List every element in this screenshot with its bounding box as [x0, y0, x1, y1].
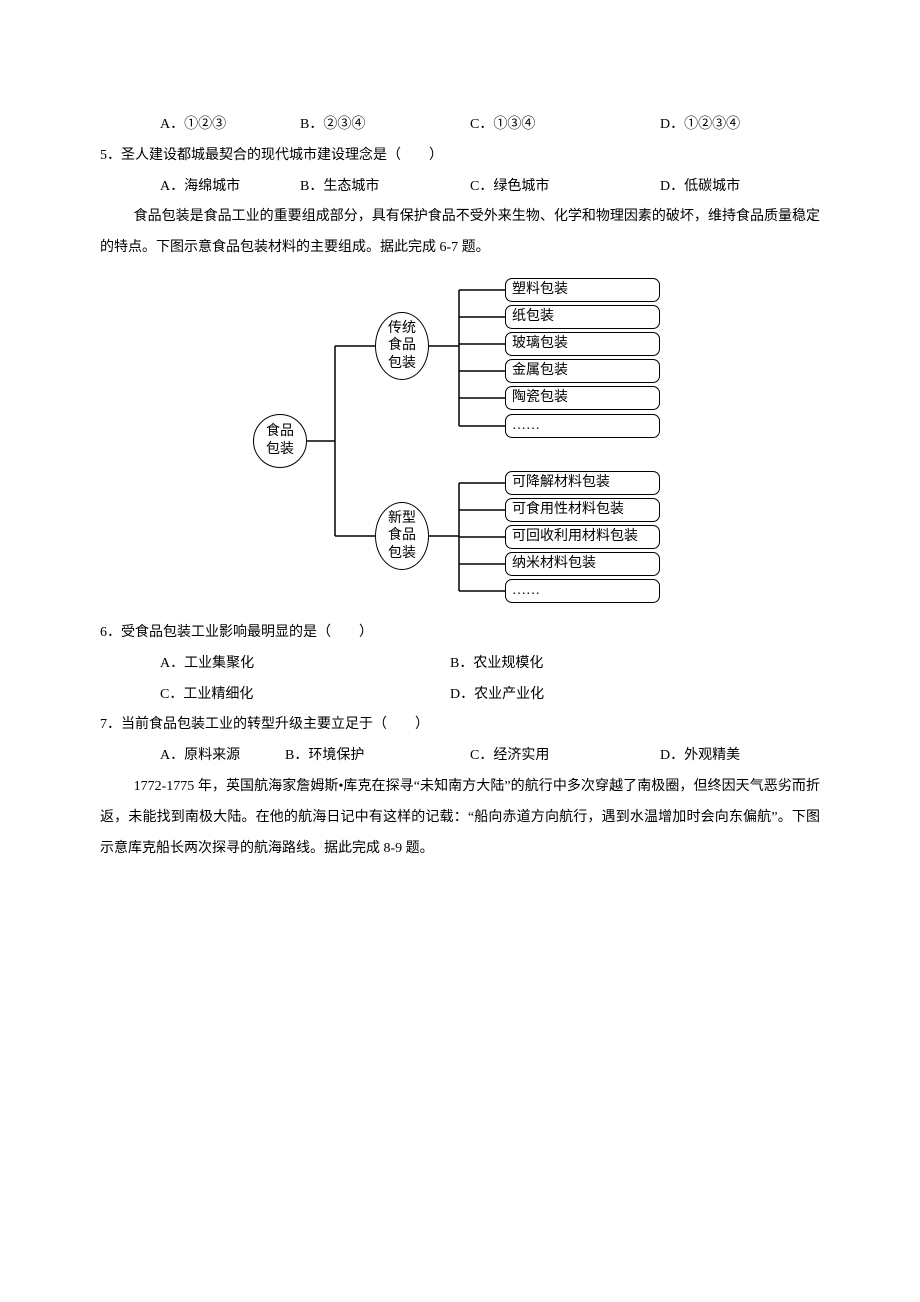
q4-options: A．①②③ B．②③④ C．①③④ D．①②③④	[100, 110, 820, 141]
diagram-leaf: 金属包装	[505, 359, 660, 383]
diagram-leaf: 塑料包装	[505, 278, 660, 302]
q5-option-a: A．海绵城市	[160, 172, 300, 203]
diagram-branch-1: 新型食品包装	[375, 502, 429, 570]
diagram-leaf: 玻璃包装	[505, 332, 660, 356]
q4-option-c: C．①③④	[470, 110, 660, 141]
q5-option-d: D．低碳城市	[660, 172, 740, 203]
q4-option-b: B．②③④	[300, 110, 470, 141]
q6-options-row2: C．工业精细化 D．农业产业化	[100, 680, 820, 711]
diagram-leaf: 陶瓷包装	[505, 386, 660, 410]
diagram-leaf: ……	[505, 414, 660, 438]
q7-option-c: C．经济实用	[470, 741, 660, 772]
q7-stem: 7．当前食品包装工业的转型升级主要立足于（ ）	[100, 710, 820, 741]
q7-option-d: D．外观精美	[660, 741, 740, 772]
q6-stem: 6．受食品包装工业影响最明显的是（ ）	[100, 618, 820, 649]
diagram-leaf: 可回收利用材料包装	[505, 525, 660, 549]
passage-8-9: 1772-1775 年，英国航海家詹姆斯•库克在探寻“未知南方大陆”的航行中多次…	[100, 772, 820, 864]
diagram-branch-0: 传统食品包装	[375, 312, 429, 380]
q5-stem: 5．圣人建设都城最契合的现代城市建设理念是（ ）	[100, 141, 820, 172]
diagram-leaf: ……	[505, 579, 660, 603]
diagram-leaf: 纳米材料包装	[505, 552, 660, 576]
diagram-leaf: 纸包装	[505, 305, 660, 329]
diagram-root: 食品包装	[253, 414, 307, 468]
passage-6-7: 食品包装是食品工业的重要组成部分，具有保护食品不受外来生物、化学和物理因素的破坏…	[100, 202, 820, 264]
q6-option-d: D．农业产业化	[450, 680, 544, 711]
q4-option-d: D．①②③④	[660, 110, 740, 141]
q6-option-b: B．农业规模化	[450, 649, 543, 680]
q6-option-a: A．工业集聚化	[160, 649, 450, 680]
q7-option-b: B．环境保护	[285, 741, 470, 772]
diagram-leaf: 可降解材料包装	[505, 471, 660, 495]
diagram-leaf: 可食用性材料包装	[505, 498, 660, 522]
q6-options-row1: A．工业集聚化 B．农业规模化	[100, 649, 820, 680]
q5-option-b: B．生态城市	[300, 172, 470, 203]
q7-option-a: A．原料来源	[160, 741, 285, 772]
q4-option-a: A．①②③	[160, 110, 300, 141]
food-packaging-diagram: 食品包装 传统食品包装 新型食品包装 塑料包装 纸包装 玻璃包装 金属包装 陶瓷…	[245, 276, 675, 606]
q6-option-c: C．工业精细化	[160, 680, 450, 711]
q5-option-c: C．绿色城市	[470, 172, 660, 203]
q5-options: A．海绵城市 B．生态城市 C．绿色城市 D．低碳城市	[100, 172, 820, 203]
q7-options: A．原料来源 B．环境保护 C．经济实用 D．外观精美	[100, 741, 820, 772]
